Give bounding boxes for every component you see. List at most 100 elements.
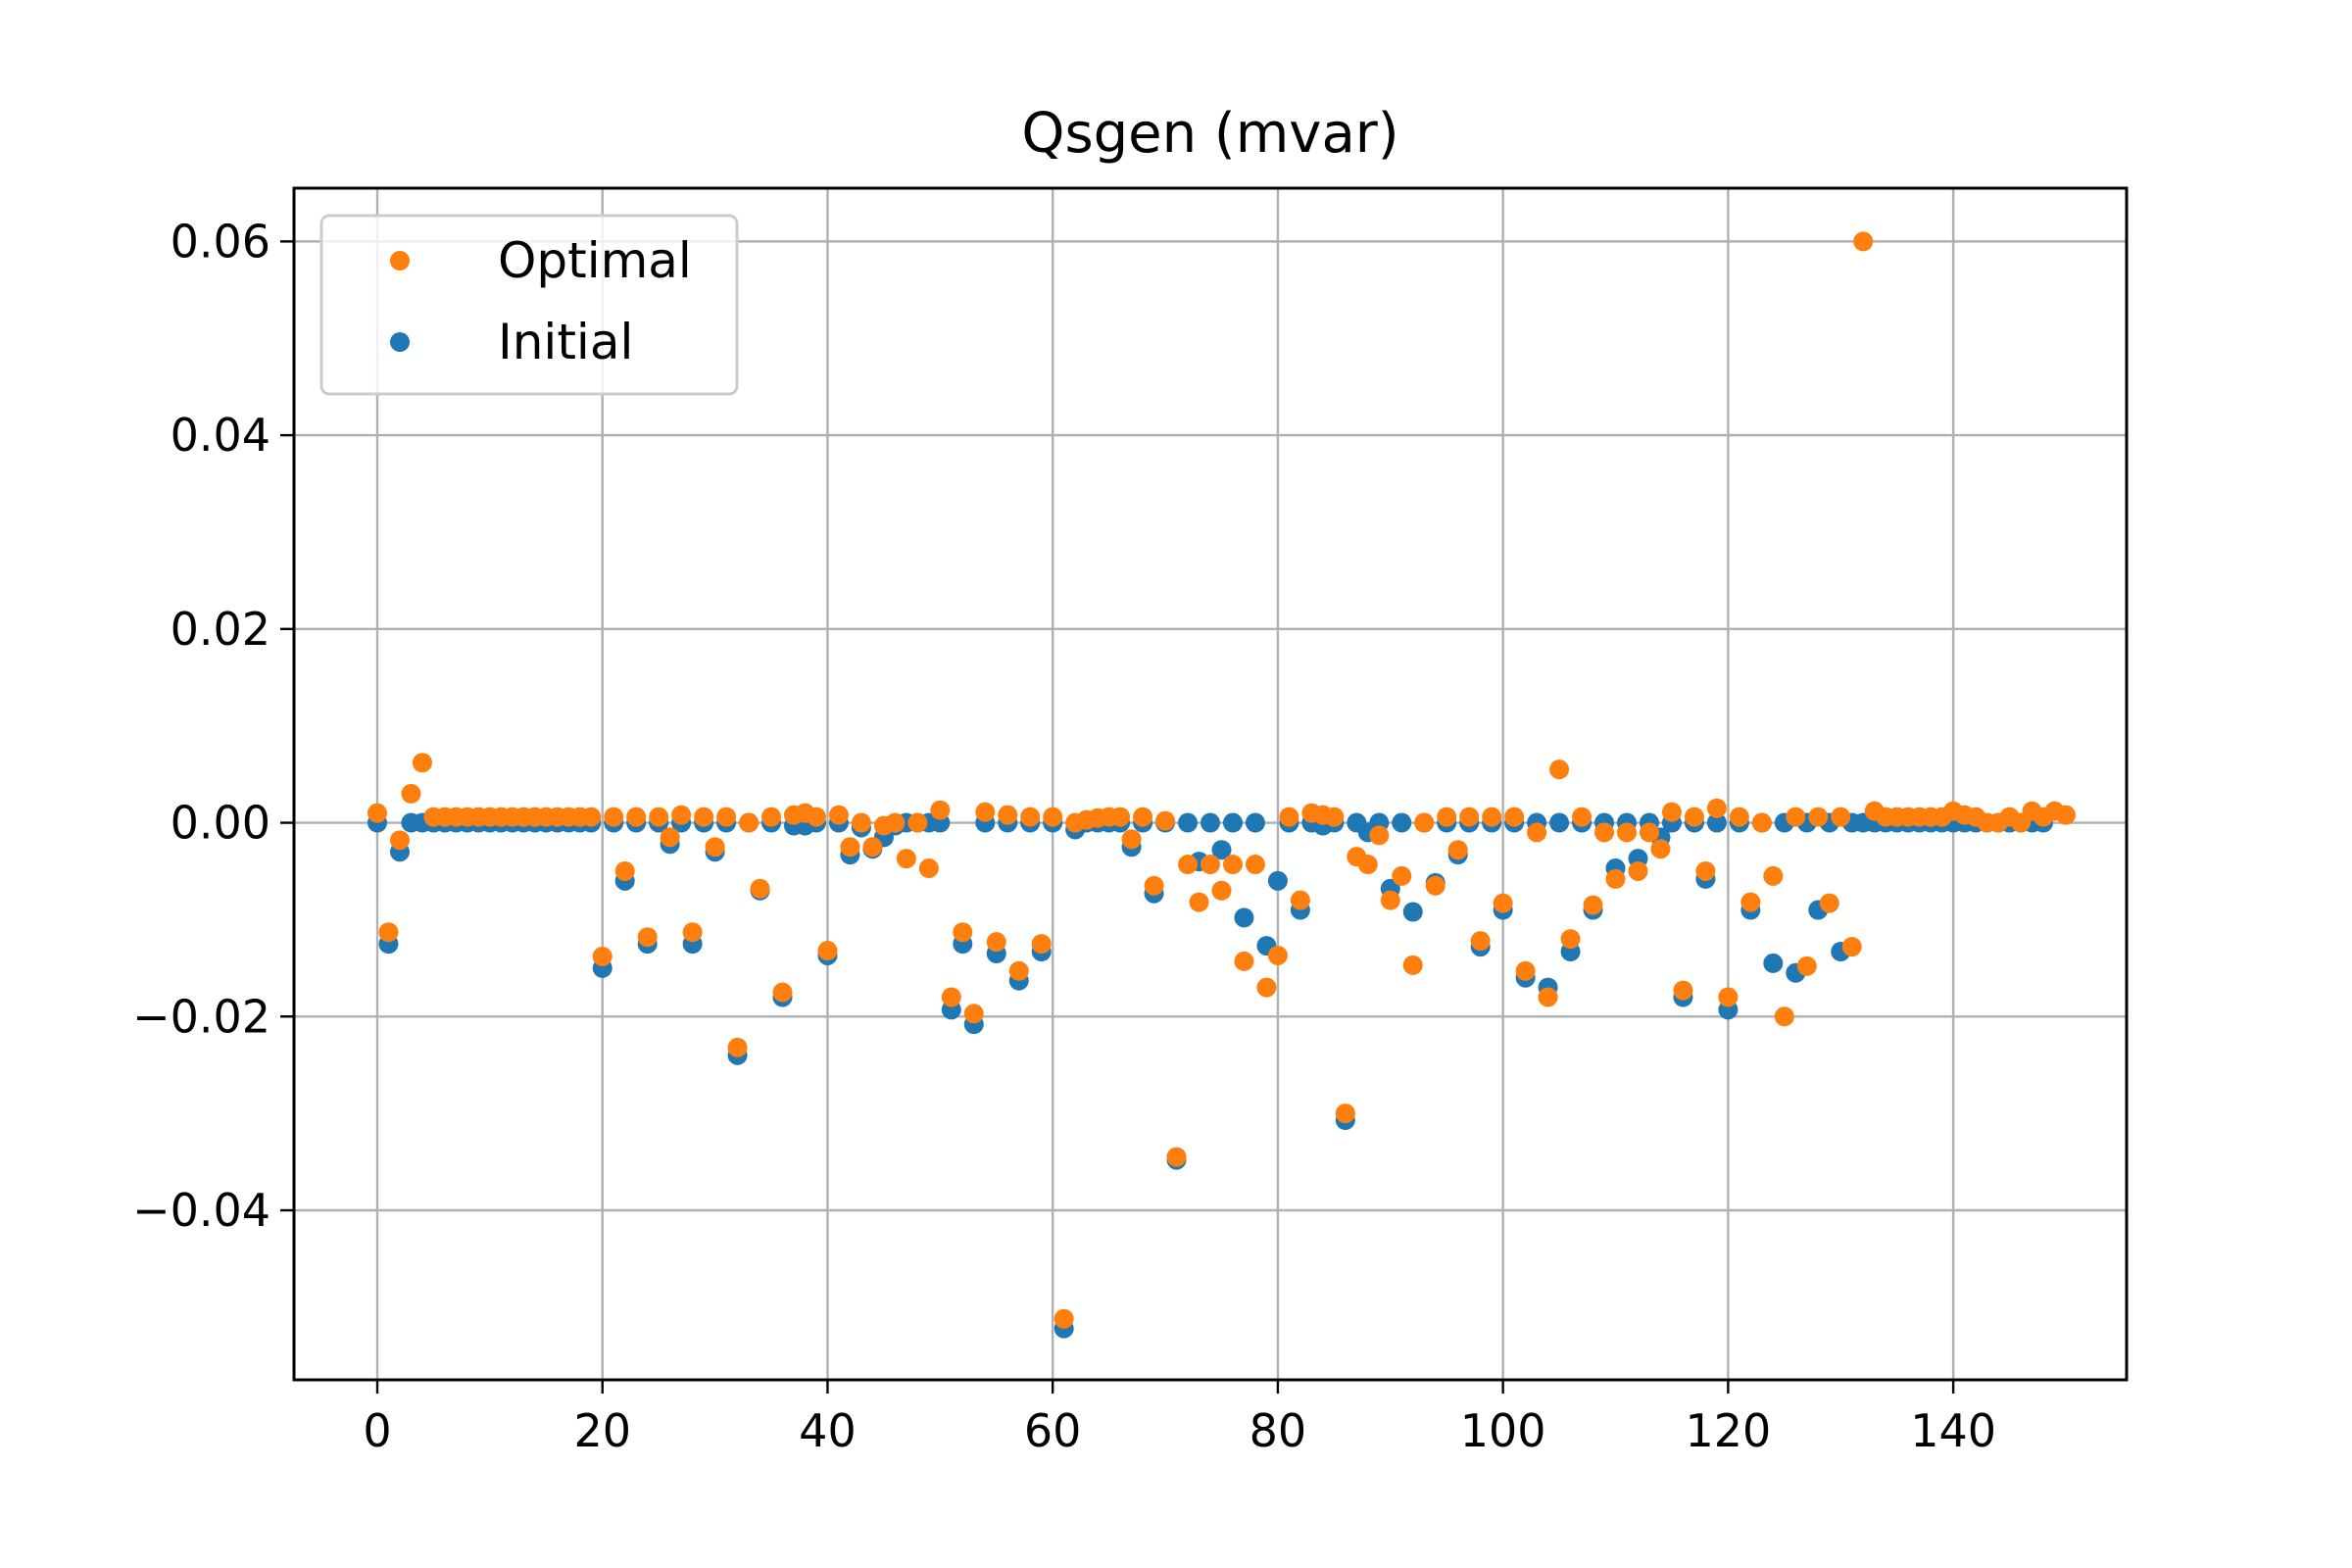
point-optimal xyxy=(1256,977,1277,998)
point-optimal xyxy=(1729,807,1749,827)
point-initial xyxy=(1392,812,1412,833)
x-tick-label: 120 xyxy=(1685,1404,1771,1457)
point-optimal xyxy=(1594,822,1615,843)
point-initial xyxy=(1211,840,1232,860)
point-optimal xyxy=(581,807,602,827)
point-optimal xyxy=(1515,960,1536,981)
point-optimal xyxy=(1166,1147,1187,1167)
point-optimal xyxy=(1020,807,1041,827)
point-optimal xyxy=(1211,880,1232,901)
point-optimal xyxy=(1144,875,1164,896)
legend-label-initial: Initial xyxy=(498,314,633,370)
point-initial xyxy=(1222,812,1243,833)
axis-ticks: 0 20 40 60 80 100 120 140 0.06 0.04 0.02 0.00 −0.02 −… xyxy=(132,215,1996,1457)
point-optimal xyxy=(1414,812,1435,833)
point-optimal xyxy=(1245,855,1265,875)
x-tick-label: 140 xyxy=(1910,1404,1996,1457)
point-optimal xyxy=(614,860,635,881)
point-optimal xyxy=(1572,807,1592,827)
plot-frame xyxy=(292,186,2129,1382)
point-optimal xyxy=(1189,892,1209,912)
point-optimal xyxy=(660,827,680,848)
x-tick-label: 40 xyxy=(799,1404,857,1457)
x-tick-label: 0 xyxy=(363,1404,391,1457)
point-optimal xyxy=(1121,829,1142,850)
x-tick-label: 80 xyxy=(1250,1404,1307,1457)
y-tick-label: −0.02 xyxy=(132,990,270,1043)
point-optimal xyxy=(1380,890,1400,910)
point-optimal xyxy=(368,803,387,823)
point-optimal xyxy=(1200,855,1220,875)
legend-label-optimal: Optimal xyxy=(498,232,692,289)
point-optimal xyxy=(378,922,399,943)
point-optimal xyxy=(1538,987,1558,1007)
point-optimal xyxy=(1718,987,1739,1007)
legend-marker-initial xyxy=(390,332,410,352)
point-optimal xyxy=(1617,822,1637,843)
y-tick-label: −0.04 xyxy=(132,1184,270,1237)
point-optimal xyxy=(1695,860,1716,881)
point-optimal xyxy=(1447,840,1468,860)
point-optimal xyxy=(649,807,669,827)
point-optimal xyxy=(1527,822,1547,843)
point-initial xyxy=(1763,953,1784,973)
point-optimal xyxy=(1335,1103,1355,1124)
chart-title: Qsgen (mvar) xyxy=(1021,102,1398,166)
point-optimal xyxy=(975,802,996,822)
point-optimal xyxy=(1031,934,1052,955)
point-optimal xyxy=(998,805,1018,825)
point-optimal xyxy=(1628,860,1648,881)
point-optimal xyxy=(1178,855,1199,875)
x-tick-label: 60 xyxy=(1024,1404,1082,1457)
point-optimal xyxy=(885,812,906,833)
point-optimal xyxy=(750,878,770,899)
point-initial xyxy=(1234,907,1254,928)
point-optimal xyxy=(1740,892,1761,912)
point-optimal xyxy=(1234,951,1254,971)
point-optimal xyxy=(389,830,410,851)
point-optimal xyxy=(986,932,1006,953)
point-optimal xyxy=(1369,825,1390,846)
data-points xyxy=(368,231,2076,1339)
point-optimal xyxy=(1605,868,1626,889)
point-optimal xyxy=(1470,931,1491,952)
point-optimal xyxy=(1751,812,1772,833)
point-optimal xyxy=(1763,865,1784,886)
point-optimal xyxy=(1279,807,1299,827)
point-optimal xyxy=(1392,865,1412,886)
point-optimal xyxy=(772,982,793,1003)
point-initial xyxy=(1178,812,1199,833)
x-tick-label: 100 xyxy=(1460,1404,1546,1457)
point-optimal xyxy=(626,807,647,827)
point-initial xyxy=(1706,812,1727,833)
point-optimal xyxy=(1290,890,1310,910)
point-optimal xyxy=(963,1004,984,1024)
point-optimal xyxy=(806,807,826,827)
point-optimal xyxy=(851,812,871,833)
point-optimal xyxy=(1459,807,1480,827)
point-optimal xyxy=(1425,875,1446,896)
y-tick-label: 0.04 xyxy=(171,409,270,462)
point-initial xyxy=(1402,902,1423,922)
point-optimal xyxy=(896,849,916,869)
point-optimal xyxy=(604,807,624,827)
legend: Optimal Initial xyxy=(319,214,739,396)
point-optimal xyxy=(1008,960,1029,981)
y-tick-label: 0.02 xyxy=(171,603,270,656)
point-optimal xyxy=(716,807,737,827)
point-optimal xyxy=(1482,807,1502,827)
y-tick-label: 0.00 xyxy=(171,797,270,850)
point-optimal xyxy=(1808,807,1829,827)
point-optimal xyxy=(401,783,421,804)
point-optimal xyxy=(727,1037,748,1057)
x-tick-label: 20 xyxy=(573,1404,631,1457)
point-optimal xyxy=(862,837,883,858)
point-optimal xyxy=(1133,807,1153,827)
point-optimal xyxy=(1357,855,1378,875)
point-optimal xyxy=(1560,929,1581,950)
point-optimal xyxy=(1841,937,1862,957)
point-optimal xyxy=(953,922,973,943)
point-optimal xyxy=(1639,822,1659,843)
legend-frame xyxy=(319,214,739,396)
point-optimal xyxy=(1786,807,1806,827)
